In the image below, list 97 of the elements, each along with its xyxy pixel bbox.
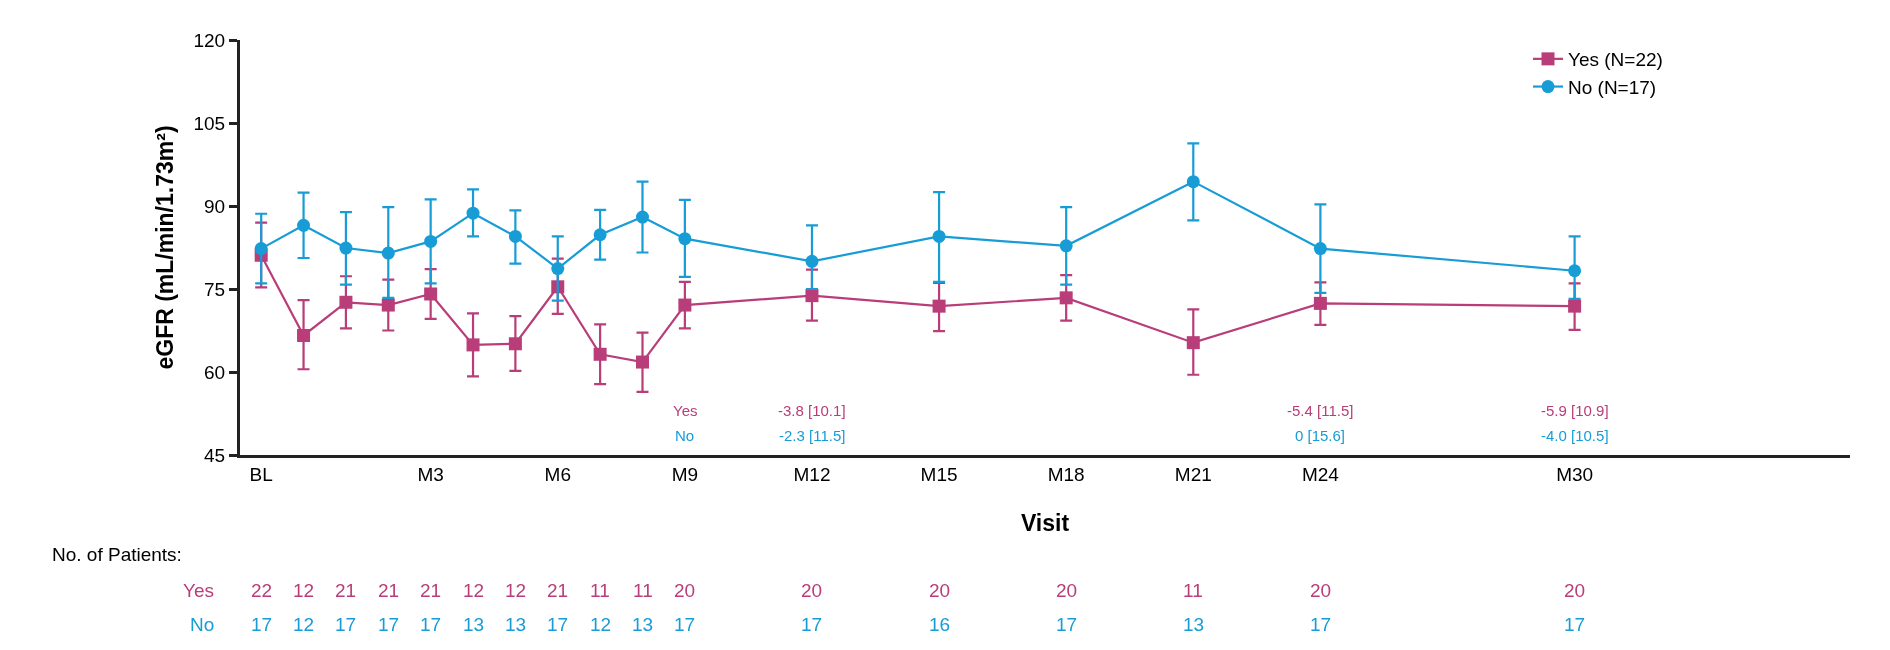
text: 17 [547,614,569,635]
point [678,232,692,246]
text: 11 [633,580,653,601]
text: 12 [293,614,315,635]
x-tick-label: M18 [1047,463,1085,485]
y-axis-title: eGFR (mL/min/1.73m²) [151,125,178,370]
point [932,299,946,313]
point [551,262,565,276]
text: 12 [293,580,315,601]
point [593,228,607,242]
point [297,218,311,232]
point [381,298,395,312]
text: 11 [590,580,610,601]
text: No. of Patients: [52,544,182,565]
legend-label: Yes (N=22) [1568,49,1663,71]
annotation: -5.4 [11.5] [1287,402,1354,419]
point [339,295,353,309]
annotation: 0 [15.6] [1295,427,1346,444]
x-tick-label: M6 [544,463,571,485]
y-tick-label: 105 [193,112,226,134]
annotation: No [675,427,695,444]
x-tick-label: M15 [920,463,958,485]
x-axis-title: Visit [1020,510,1070,537]
point [1313,242,1327,256]
text: 13 [632,614,654,635]
text: 20 [674,580,696,601]
annotation: Yes [673,402,698,419]
annotation: -3.8 [10.1] [778,402,846,419]
text: 12 [505,580,527,601]
y-tick-label: 90 [204,195,226,217]
point [1313,296,1327,310]
text: 20 [1310,580,1332,601]
text: 17 [1564,614,1586,635]
annotation: -2.3 [11.5] [779,427,846,444]
point [805,254,819,268]
text: 17 [1056,614,1078,635]
point [254,242,268,256]
text: 17 [335,614,357,635]
text: 21 [378,580,400,601]
point [1186,175,1200,189]
point [297,328,311,342]
x-tick-label: M30 [1556,463,1594,485]
point [678,298,692,312]
x-tick-label: M12 [793,463,831,485]
point [1568,264,1582,278]
point [1568,299,1582,313]
text: 12 [463,580,485,601]
point [805,289,819,303]
text: 17 [674,614,696,635]
text: 11 [1183,580,1203,601]
point [636,210,649,224]
y-tick-label: 60 [204,361,226,383]
text: 13 [1183,614,1205,635]
point [508,229,522,243]
text: 21 [335,580,357,601]
annotation: -5.9 [10.9] [1541,402,1609,419]
point [1059,291,1073,305]
point [466,338,480,352]
point [1059,239,1073,253]
point [466,206,480,220]
text: 20 [1056,580,1078,601]
x-tick-label: M24 [1301,463,1340,485]
y-tick-label: 120 [193,29,226,51]
point [508,337,522,351]
text: 22 [251,580,273,601]
text: 13 [463,614,485,635]
text: 17 [801,614,823,635]
point [1186,336,1200,350]
y-tick-label: 75 [204,278,226,300]
text: 20 [801,580,823,601]
legend-label: No (N=17) [1568,76,1657,98]
annotation: -4.0 [10.5] [1541,427,1609,444]
text: No [190,614,215,635]
text: 20 [1564,580,1586,601]
text: 17 [420,614,442,635]
y-tick-label: 45 [204,444,226,466]
point [424,234,438,248]
point [339,241,353,255]
text: 13 [505,614,527,635]
x-tick-label: M3 [417,463,444,485]
point [636,355,649,369]
text: 12 [590,614,612,635]
point [424,287,438,301]
text: Yes [183,580,214,601]
point [932,229,946,243]
text: 17 [378,614,400,635]
text: 17 [1310,614,1332,635]
point [381,246,395,260]
text: 21 [420,580,442,601]
text: 16 [929,614,951,635]
x-tick-label: M21 [1174,463,1212,485]
point [593,347,607,361]
x-tick-label: BL [249,463,273,485]
x-tick-label: M9 [671,463,699,485]
text: 20 [929,580,951,601]
text: 21 [547,580,569,601]
text: 17 [251,614,273,635]
